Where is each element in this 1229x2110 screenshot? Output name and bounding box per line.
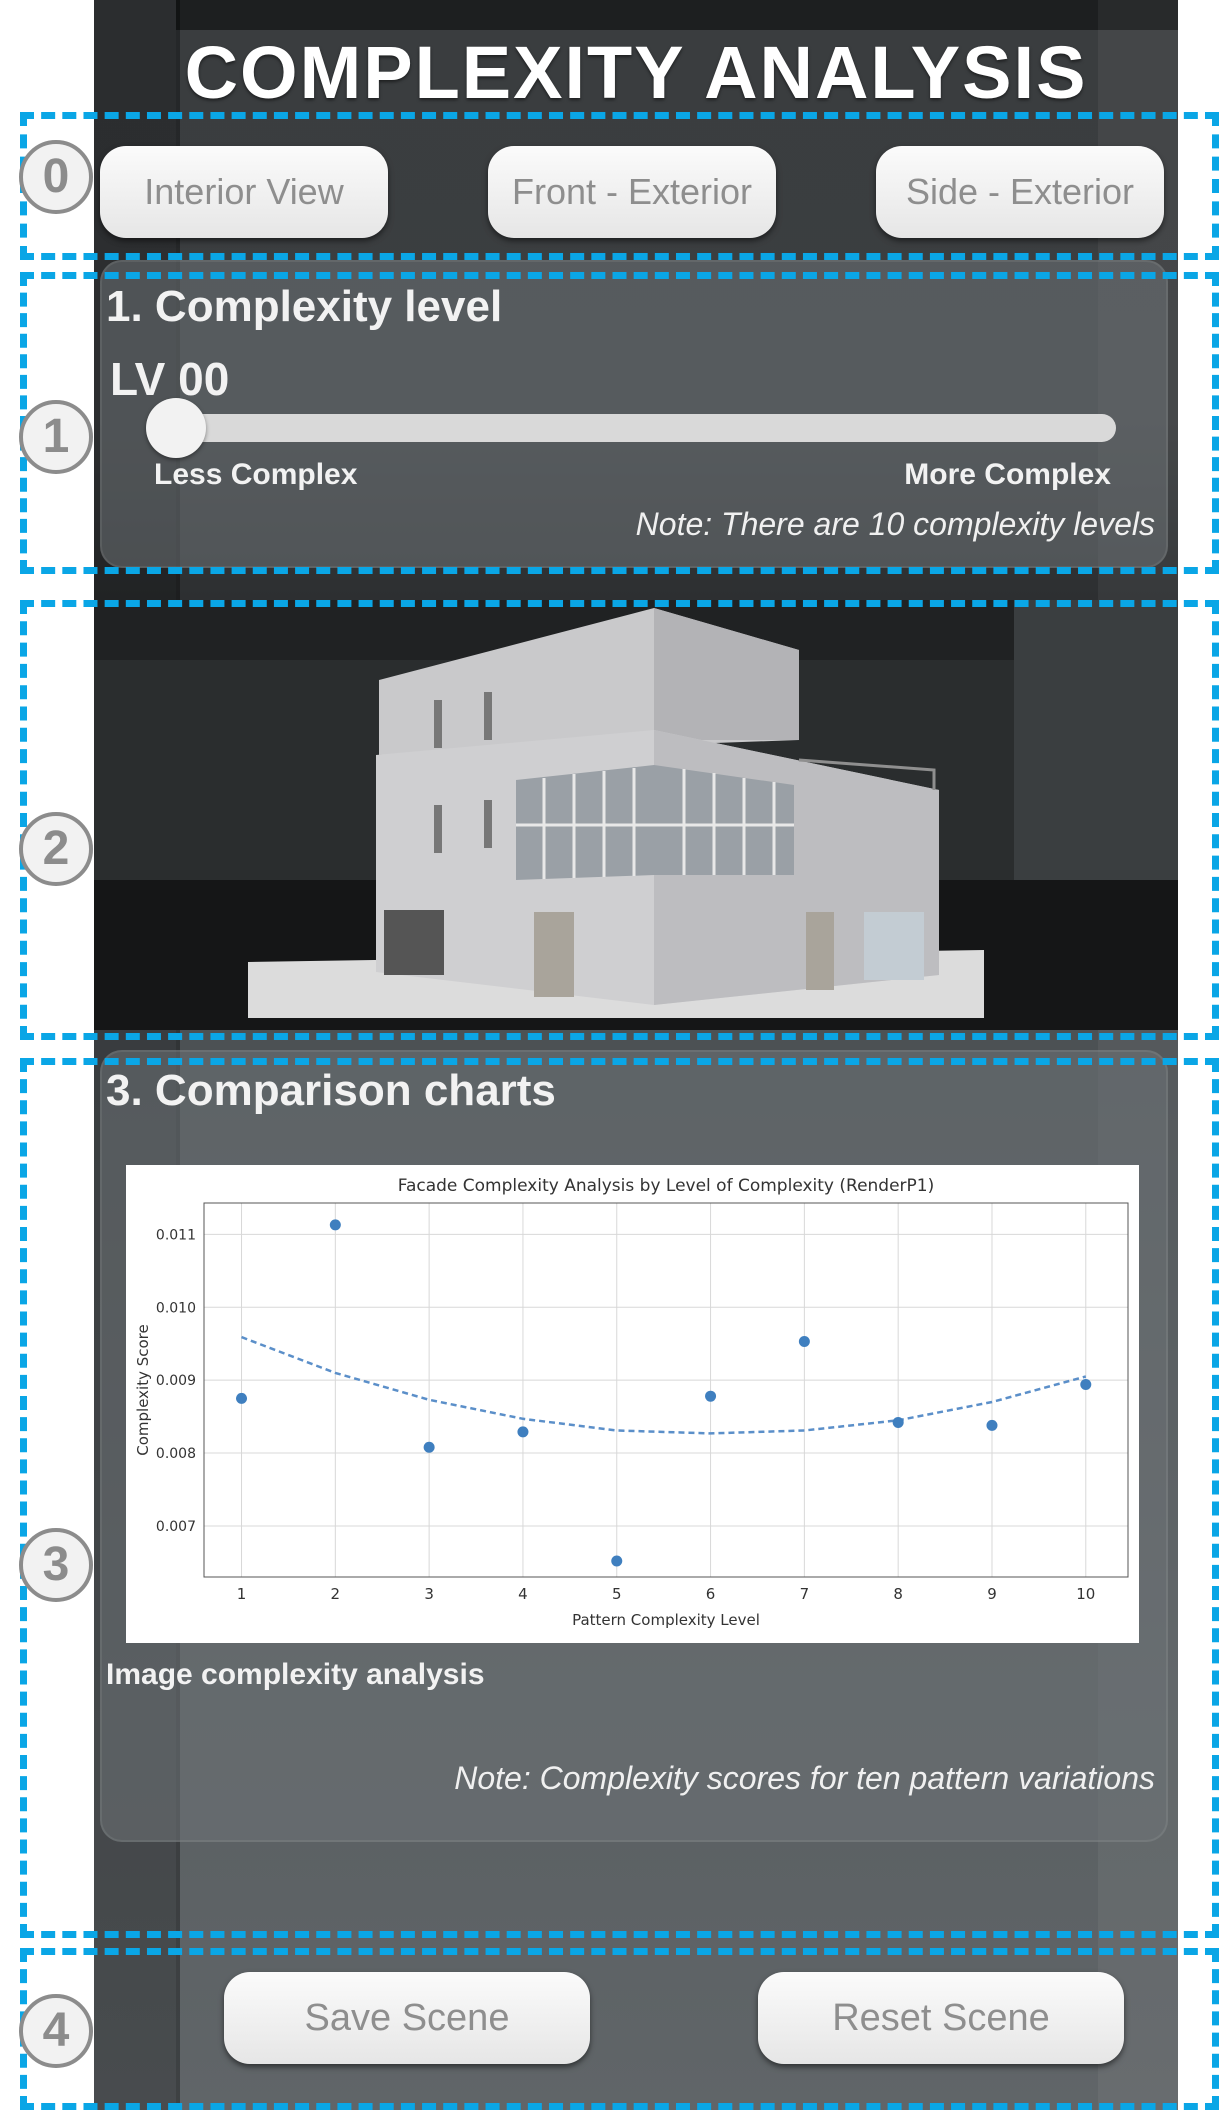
chart-caption: Image complexity analysis [106,1658,485,1691]
save-scene-button[interactable]: Save Scene [224,1972,590,2064]
building-illustration [94,600,1178,1030]
complexity-slider-track[interactable] [150,414,1116,442]
data-point [892,1416,904,1428]
y-tick-label: 0.009 [156,1373,196,1389]
x-tick-label: 8 [893,1585,903,1603]
reset-scene-button[interactable]: Reset Scene [758,1972,1124,2064]
x-tick-label: 6 [706,1585,716,1603]
complexity-section-title: 1. Complexity level [106,282,503,331]
annotation-badge-2: 2 [19,812,93,886]
y-tick-label: 0.011 [156,1227,196,1243]
x-tick-label: 3 [424,1585,434,1603]
y-tick-label: 0.007 [156,1519,196,1535]
y-tick-label: 0.010 [156,1300,196,1316]
x-tick-label: 7 [800,1585,810,1603]
comparison-section-title: 3. Comparison charts [106,1066,556,1115]
chart-points [236,1219,1092,1567]
annotation-badge-4: 4 [19,1994,93,2068]
x-tick-label: 4 [518,1585,528,1603]
side-exterior-button[interactable]: Side - Exterior [876,146,1164,238]
annotation-badge-1: 1 [19,400,93,474]
x-tick-label: 9 [987,1585,997,1603]
front-exterior-button[interactable]: Front - Exterior [488,146,776,238]
top-bar [176,0,1178,30]
data-point [423,1441,435,1453]
chart-y-axis-label: Complexity Score [134,1324,152,1456]
x-tick-label: 10 [1076,1585,1095,1603]
complexity-level-value: LV 00 [110,353,230,405]
comparison-note: Note: Complexity scores for ten pattern … [454,1760,1155,1796]
more-complex-label: More Complex [904,458,1111,491]
data-point [986,1419,998,1431]
interior-view-button[interactable]: Interior View [100,146,388,238]
data-point [236,1392,248,1404]
x-tick-label: 2 [331,1585,341,1603]
x-tick-label: 5 [612,1585,622,1603]
plot-frame [203,1202,1129,1578]
page-title: COMPLEXITY ANALYSIS [184,31,1088,114]
annotation-badge-0: 0 [19,140,93,214]
less-complex-label: Less Complex [154,458,358,491]
data-point [705,1390,717,1402]
chart-x-axis-label: Pattern Complexity Level [572,1611,760,1629]
trend-line [241,1335,1087,1435]
complexity-chart: Facade Complexity Analysis by Level of C… [126,1165,1139,1643]
chart-grid [204,1203,1128,1577]
data-point [798,1336,810,1348]
building-render-view[interactable] [94,600,1178,1030]
chart-ticks: 1 2 3 4 5 6 7 8 9 10 0.007 0.008 0.009 0.010 0.011 [156,1227,1095,1603]
annotation-badge-3: 3 [19,1528,93,1602]
data-point [1080,1379,1092,1391]
complexity-slider-thumb[interactable] [146,398,206,458]
x-tick-label: 1 [237,1585,247,1603]
chart-svg: Facade Complexity Analysis by Level of C… [134,1176,1129,1629]
data-point [329,1219,341,1231]
chart-title: Facade Complexity Analysis by Level of C… [398,1176,935,1196]
data-point [517,1426,529,1438]
y-tick-label: 0.008 [156,1446,196,1462]
complexity-note: Note: There are 10 complexity levels [635,506,1155,542]
data-point [611,1555,623,1567]
